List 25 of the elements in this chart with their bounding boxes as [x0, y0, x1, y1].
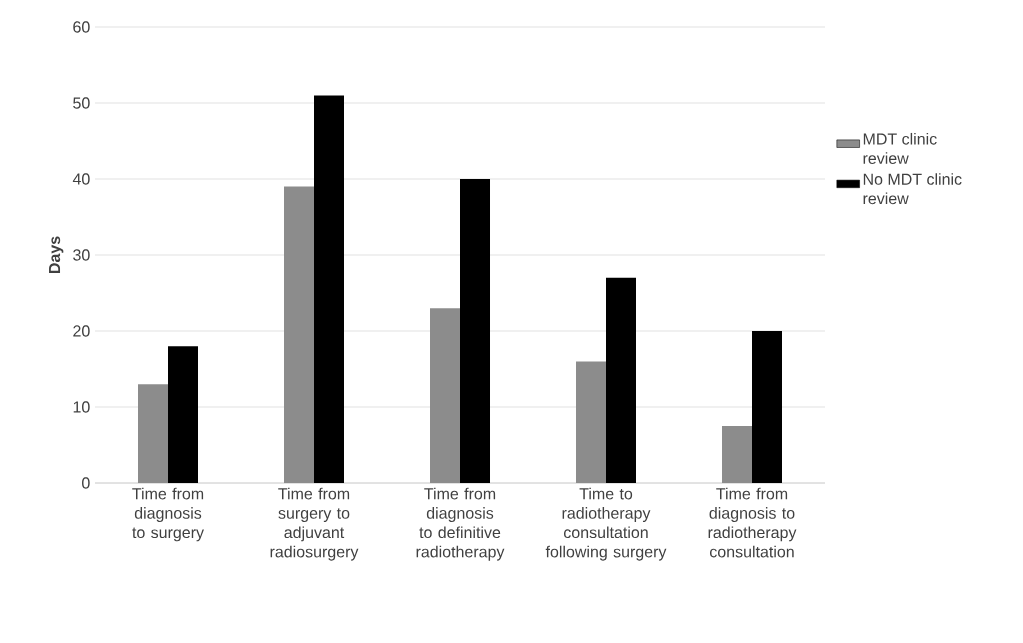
bar [168, 346, 198, 483]
bar [314, 95, 344, 483]
x-tick-label: Time from surgery to adjuvant radiosurgery [270, 487, 359, 561]
legend-label: MDT clinic review [863, 132, 937, 164]
x-tick-label: Time from diagnosis to surgery [132, 487, 204, 542]
y-tick-label: 30 [73, 249, 90, 261]
x-tick-label: Time from diagnosis to radiotherapy consultation [708, 487, 797, 558]
y-tick-label: 40 [72, 173, 90, 185]
bar [606, 277, 636, 483]
y-tick-label: 50 [73, 97, 90, 109]
legend-label: No MDT clinic review [863, 173, 962, 205]
bar [138, 384, 169, 483]
x-tick-label: Time to radiotherapy consultation following surgery [545, 487, 667, 561]
bar [722, 426, 752, 483]
bar [284, 186, 314, 483]
x-tick-label: Time from diagnosis to definitive radiotherapy [416, 487, 505, 561]
y-tick-label: 0 [82, 477, 90, 489]
bar [460, 179, 490, 483]
bar [430, 308, 460, 483]
bar [752, 331, 782, 483]
y-tick-label: 60 [73, 21, 90, 33]
y-tick-label: 10 [73, 401, 90, 413]
y-tick-label: 20 [73, 325, 90, 337]
bar [576, 361, 606, 483]
y-axis-title: Days [49, 236, 64, 274]
